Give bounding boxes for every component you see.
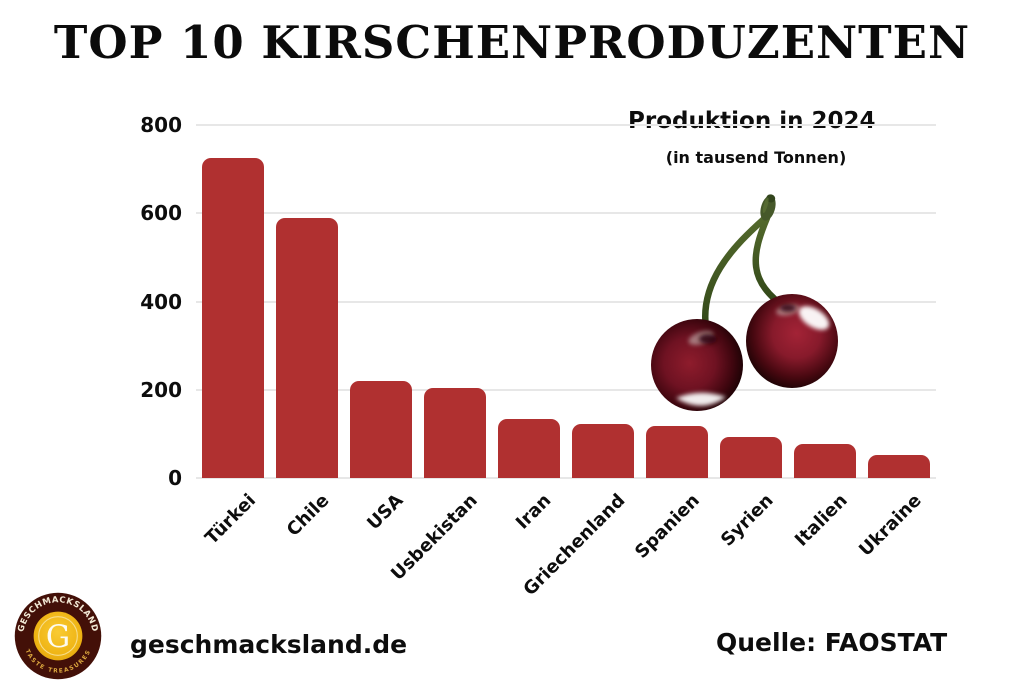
bar-türkei — [202, 158, 264, 478]
x-axis-label-syrien: Syrien — [717, 490, 778, 551]
x-axis-label-chile: Chile — [283, 490, 334, 541]
y-axis-tick-800: 800 — [140, 113, 182, 137]
x-axis-label-türkei: Türkei — [201, 490, 260, 549]
x-axis-label-usa: USA — [363, 490, 408, 535]
website-text: geschmacksland.de — [130, 630, 408, 659]
logo-gold-disc — [33, 611, 83, 661]
bar-chart-plot-area: 800 600 400 200 0 Türkei Chile USA Usbekistan Ira… — [140, 113, 936, 600]
y-axis-tick-0: 0 — [168, 466, 182, 490]
gridline-800 — [196, 124, 936, 126]
gridline-0 — [196, 477, 936, 479]
bar-usbekistan — [424, 387, 486, 478]
stem-knob — [760, 194, 776, 221]
bar-usa — [350, 380, 412, 478]
x-axis-label-spanien: Spanien — [631, 490, 704, 563]
x-axis-label-iran: Iran — [512, 490, 556, 534]
bar-ukraine — [868, 455, 930, 478]
bar-griechenland — [572, 424, 634, 478]
cherry-right — [746, 294, 838, 388]
y-axis-tick-600: 600 — [140, 201, 182, 226]
gridline-400 — [196, 300, 936, 303]
logo-monogram: G — [46, 620, 70, 655]
cherry-left — [651, 319, 743, 411]
bar-spanien — [646, 426, 708, 478]
x-axis-label-ukraine: Ukraine — [855, 490, 926, 561]
x-axis-label-italien: Italien — [791, 490, 852, 551]
y-axis-tick-400: 400 — [140, 289, 182, 314]
cherries-illustration — [651, 194, 838, 411]
gridline-600 — [196, 212, 936, 215]
page-title: TOP 10 KIRSCHENPRODUZENTEN — [53, 16, 971, 69]
chart-subtitle: (in tausend Tonnen) — [665, 148, 847, 167]
bar-syrien — [720, 436, 782, 478]
geschmacksland-logo: G GESCHMACKSLAND TASTE TREASURES — [14, 592, 102, 680]
bar-chile — [276, 217, 338, 478]
chart-title: Produktion in 2024 — [628, 108, 876, 134]
y-axis-tick-200: 200 — [140, 377, 182, 402]
gridline-200 — [196, 388, 936, 391]
source-text: Quelle: FAOSTAT — [716, 628, 948, 657]
bar-iran — [498, 419, 560, 478]
bar-italien — [794, 443, 856, 478]
